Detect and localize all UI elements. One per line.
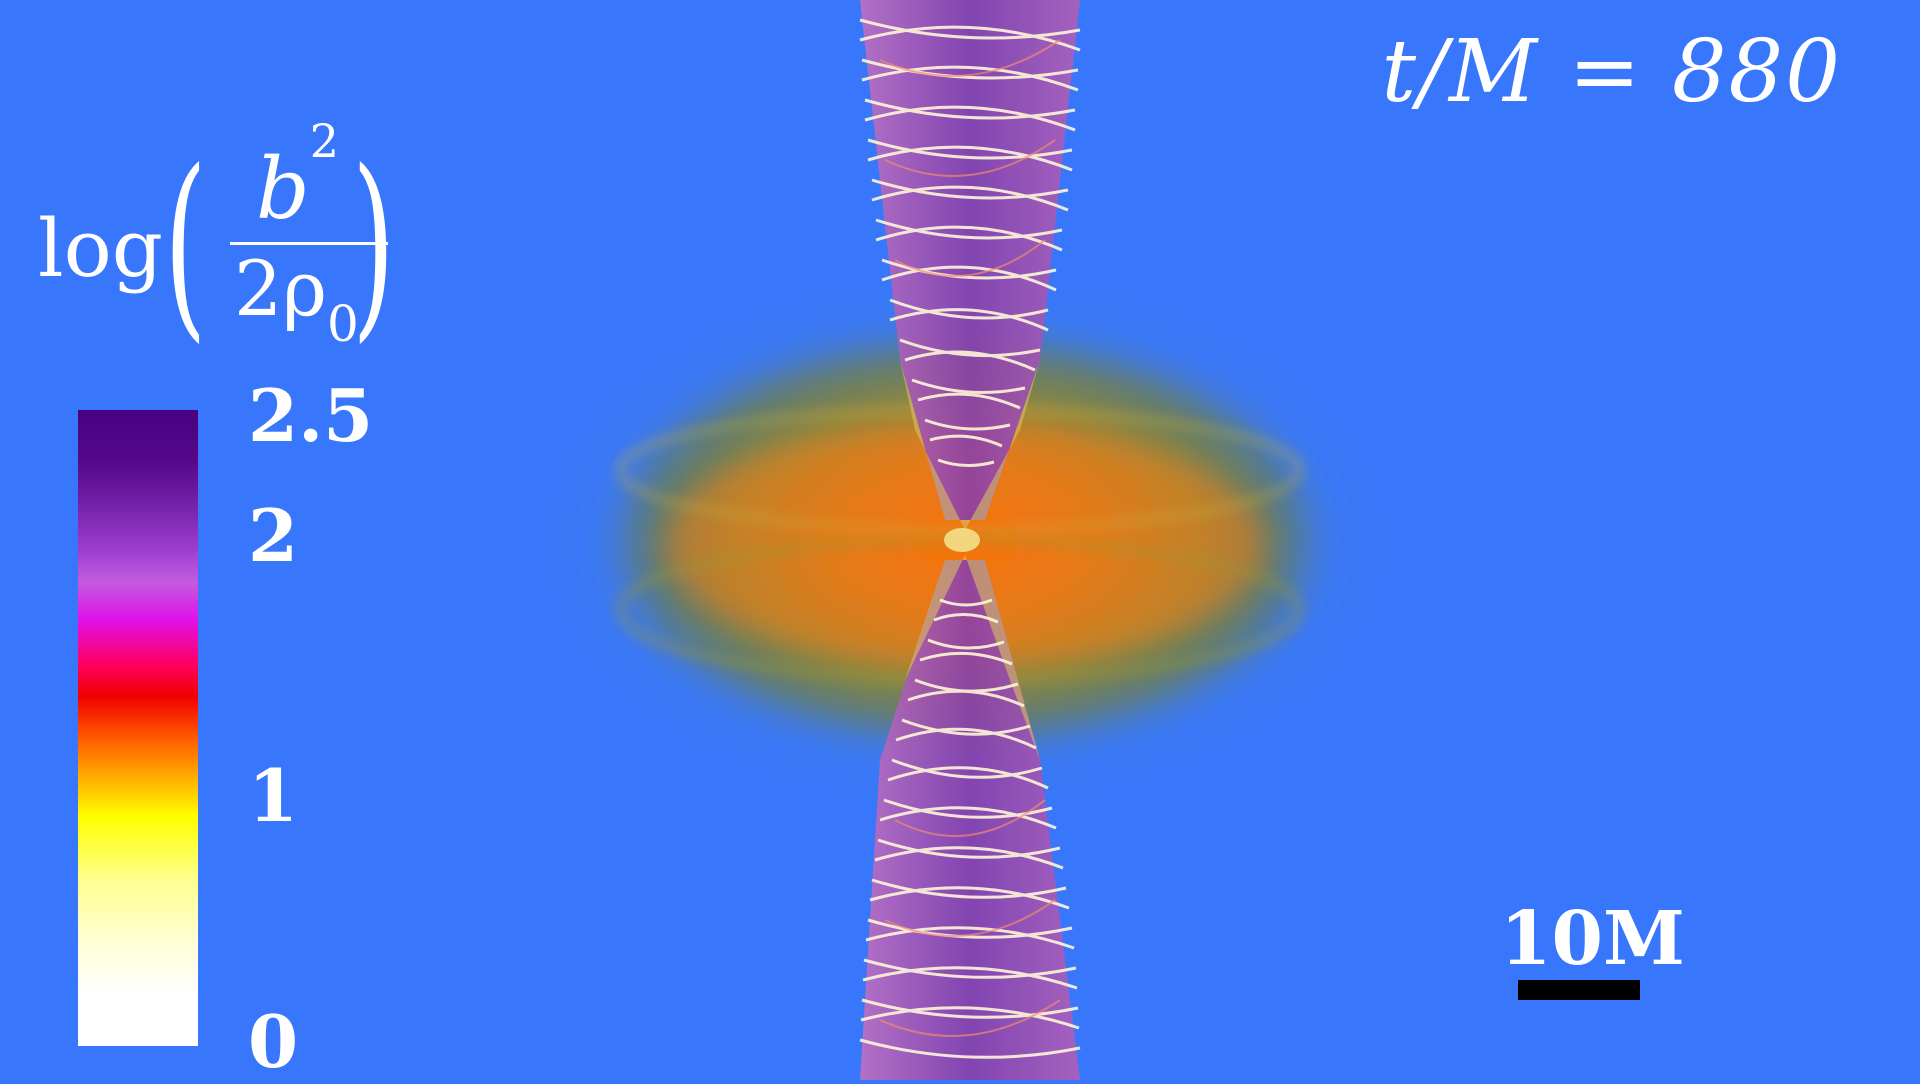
colorbar-tick-1: 1 (248, 753, 299, 838)
left-paren: ( (164, 128, 207, 361)
fraction-bar (230, 242, 388, 245)
field-lines-lower (859, 598, 1081, 1059)
scale-bar-label: 10M (1500, 896, 1685, 982)
colorbar-title-numerator: b2 (256, 114, 340, 238)
jet-pinch (944, 528, 980, 552)
jet-upper (860, 0, 1080, 520)
time-label: t/M = 880 (1381, 22, 1842, 122)
colorbar-title-denominator: 2ρ0 (234, 244, 359, 354)
jet-lower (860, 560, 1080, 1080)
colorbar-tick-2-5: 2.5 (248, 373, 374, 458)
colorbar (78, 410, 198, 1046)
colorbar-tick-0: 0 (248, 999, 299, 1084)
colorbar-title-log: log (38, 202, 163, 295)
colorbar-title: log ( b2 2ρ0 ) (34, 114, 414, 361)
right-paren: ) (352, 128, 395, 361)
colorbar-tick-2: 2 (248, 493, 299, 578)
field-lines-upper (859, 18, 1081, 467)
scale-bar (1518, 980, 1640, 1000)
